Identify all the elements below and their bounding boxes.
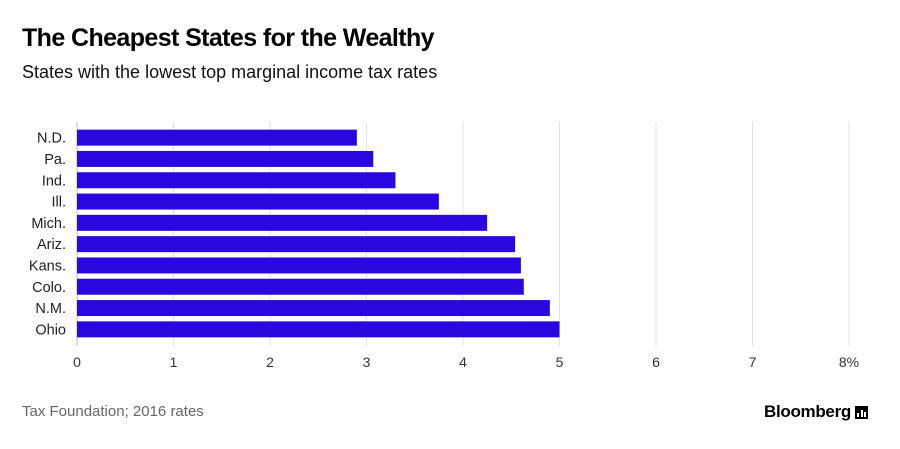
x-tick-label: 0	[73, 354, 81, 370]
x-tick-label: 6	[652, 354, 660, 370]
category-label: Ohio	[35, 322, 66, 338]
bar	[77, 150, 374, 167]
bloomberg-terminal-icon	[855, 405, 868, 419]
x-tick-label: 1	[170, 354, 178, 370]
x-tick-label: 7	[749, 354, 757, 370]
bar	[77, 193, 439, 210]
bar	[77, 129, 357, 146]
category-label: N.D.	[37, 131, 66, 147]
category-label: Pa.	[44, 152, 66, 168]
category-label: Ariz.	[37, 237, 66, 253]
x-tick-label: 3	[363, 354, 371, 370]
bar	[77, 300, 550, 317]
bar	[77, 257, 521, 274]
category-label: Kans.	[29, 258, 66, 274]
chart-subtitle: States with the lowest top marginal inco…	[22, 62, 438, 82]
brand-logo: Bloomberg	[764, 402, 868, 422]
bar	[77, 321, 560, 338]
source-note: Tax Foundation; 2016 rates	[22, 403, 204, 420]
bar	[77, 214, 488, 231]
bar	[77, 172, 396, 189]
brand-name: Bloomberg	[763, 402, 851, 421]
category-label: Mich.	[31, 216, 66, 232]
chart-title: The Cheapest States for the Wealthy	[22, 24, 435, 52]
category-label: Ind.	[42, 173, 66, 189]
bar	[77, 236, 516, 253]
x-tick-label: 8%	[839, 354, 859, 370]
category-label: Ill.	[52, 195, 67, 211]
category-label: N.M.	[35, 301, 66, 317]
x-tick-label: 5	[556, 354, 564, 370]
bar	[77, 278, 524, 295]
x-tick-label: 4	[459, 354, 467, 370]
x-tick-label: 2	[266, 354, 274, 370]
category-label: Colo.	[32, 280, 66, 296]
